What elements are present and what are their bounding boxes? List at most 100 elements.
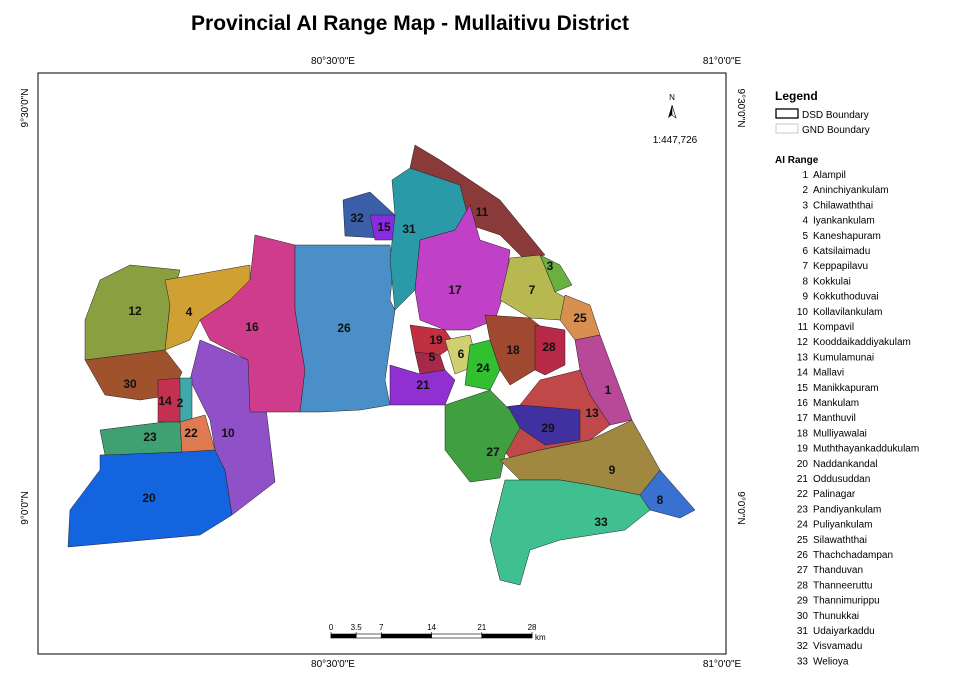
longitude-label: 80°30'0"E: [311, 659, 355, 670]
legend-range-number: 6: [802, 246, 808, 257]
regions: [67, 144, 696, 586]
region-label: 5: [429, 350, 436, 364]
legend-subtitle: AI Range: [775, 155, 819, 166]
region-label: 7: [529, 283, 536, 297]
legend-swatch: [775, 108, 799, 119]
legend-range-name: Alampil: [813, 170, 846, 181]
legend-range-name: Thunukkai: [813, 611, 859, 622]
legend-range-name: Manikkapuram: [813, 383, 879, 394]
legend-range-number: 9: [802, 292, 808, 303]
region-label: 16: [245, 320, 259, 334]
scale-segment: [380, 633, 432, 639]
legend-range-number: 2: [802, 185, 808, 196]
legend-title: Legend: [775, 89, 818, 103]
north-label: N: [669, 93, 675, 102]
region-label: 22: [184, 426, 198, 440]
legend-range-number: 7: [802, 261, 808, 272]
legend-range-name: Kaneshapuram: [813, 231, 881, 242]
region: [179, 414, 216, 453]
region-label: 21: [416, 378, 430, 392]
legend-range-number: 20: [797, 459, 809, 470]
longitude-label: 80°30'0"E: [311, 56, 355, 67]
region-label: 24: [476, 361, 490, 375]
region-label: 14: [158, 394, 172, 408]
legend-range-number: 8: [802, 276, 808, 287]
legend-range-number: 27: [797, 565, 809, 576]
legend-range-name: Kumulamunai: [813, 352, 874, 363]
region-label: 31: [402, 222, 416, 236]
region-label: 4: [186, 305, 193, 319]
scale-segment: [431, 633, 483, 639]
legend-range-number: 19: [797, 444, 809, 455]
legend-range-name: Mulliyawalai: [813, 428, 867, 439]
region-label: 25: [573, 311, 587, 325]
legend-range-number: 28: [797, 580, 809, 591]
region: [409, 144, 546, 261]
region: [389, 364, 456, 406]
longitude-label: 81°0'0"E: [703, 659, 742, 670]
legend-range-name: Thanneeruttu: [813, 580, 873, 591]
legend-range-number: 10: [797, 307, 809, 318]
legend-range-number: 3: [802, 200, 808, 211]
region-label: 18: [506, 343, 520, 357]
legend-range-number: 23: [797, 504, 809, 515]
region: [534, 324, 566, 376]
legend-range-number: 30: [797, 611, 809, 622]
scale-tick-label: 3.5: [351, 623, 363, 632]
legend-range-name: Welioya: [813, 656, 849, 667]
legend-range-name: Muththayankaddukulam: [813, 444, 919, 455]
legend-range-number: 22: [797, 489, 809, 500]
region-label: 8: [657, 493, 664, 507]
region-label: 13: [585, 406, 599, 420]
region-label: 12: [128, 304, 142, 318]
legend-range-name: Kokkuthoduvai: [813, 292, 879, 303]
legend-range-number: 33: [797, 656, 809, 667]
legend-range-number: 29: [797, 596, 809, 607]
legend-range-name: Aninchiyankulam: [813, 185, 889, 196]
region-label: 10: [221, 426, 235, 440]
legend-range-number: 5: [802, 231, 808, 242]
longitude-label: 81°0'0"E: [703, 56, 742, 67]
latitude-label: 9°30'0"N: [20, 89, 31, 128]
region-label: 26: [337, 321, 351, 335]
legend-range-name: Thanduvan: [813, 565, 863, 576]
region-label: 6: [458, 347, 465, 361]
legend-range-name: Silawaththai: [813, 535, 867, 546]
region-label: 9: [609, 463, 616, 477]
legend-range-number: 31: [797, 626, 809, 637]
region-label: 33: [594, 515, 608, 529]
scale-tick-label: 0: [329, 623, 334, 632]
region-label: 1: [605, 383, 612, 397]
latitude-label: 9°0'0"N: [735, 491, 746, 524]
legend-item: DSD Boundary: [802, 110, 869, 121]
legend-range-number: 12: [797, 337, 809, 348]
legend-range-number: 15: [797, 383, 809, 394]
latitude-label: 9°0'0"N: [20, 491, 31, 524]
legend-range-name: Pandiyankulam: [813, 504, 881, 515]
legend-range-name: Kollavilankulam: [813, 307, 882, 318]
legend-range-name: Visvamadu: [813, 641, 862, 652]
region-label: 32: [350, 211, 364, 225]
map-title: Provincial AI Range Map - Mullaitivu Dis…: [191, 12, 629, 35]
region-label: 27: [486, 445, 500, 459]
legend-range-name: Kokkulai: [813, 276, 851, 287]
scale-tick-label: 14: [427, 623, 436, 632]
legend-range-name: Palinagar: [813, 489, 856, 500]
legend-range-name: Udaiyarkaddu: [813, 626, 875, 637]
legend-range-number: 17: [797, 413, 809, 424]
region-label: 2: [177, 396, 184, 410]
legend-range-name: Mankulam: [813, 398, 859, 409]
region-label: 17: [448, 283, 462, 297]
legend-range-number: 4: [802, 216, 808, 227]
legend-range-name: Manthuvil: [813, 413, 856, 424]
region-label: 20: [142, 491, 156, 505]
scale-tick-label: 28: [528, 623, 537, 632]
legend-range-number: 24: [797, 520, 809, 531]
region-label: 11: [476, 205, 489, 219]
scale-unit: km: [535, 633, 546, 642]
legend-range-number: 25: [797, 535, 809, 546]
legend-range-name: Oddusuddan: [813, 474, 870, 485]
